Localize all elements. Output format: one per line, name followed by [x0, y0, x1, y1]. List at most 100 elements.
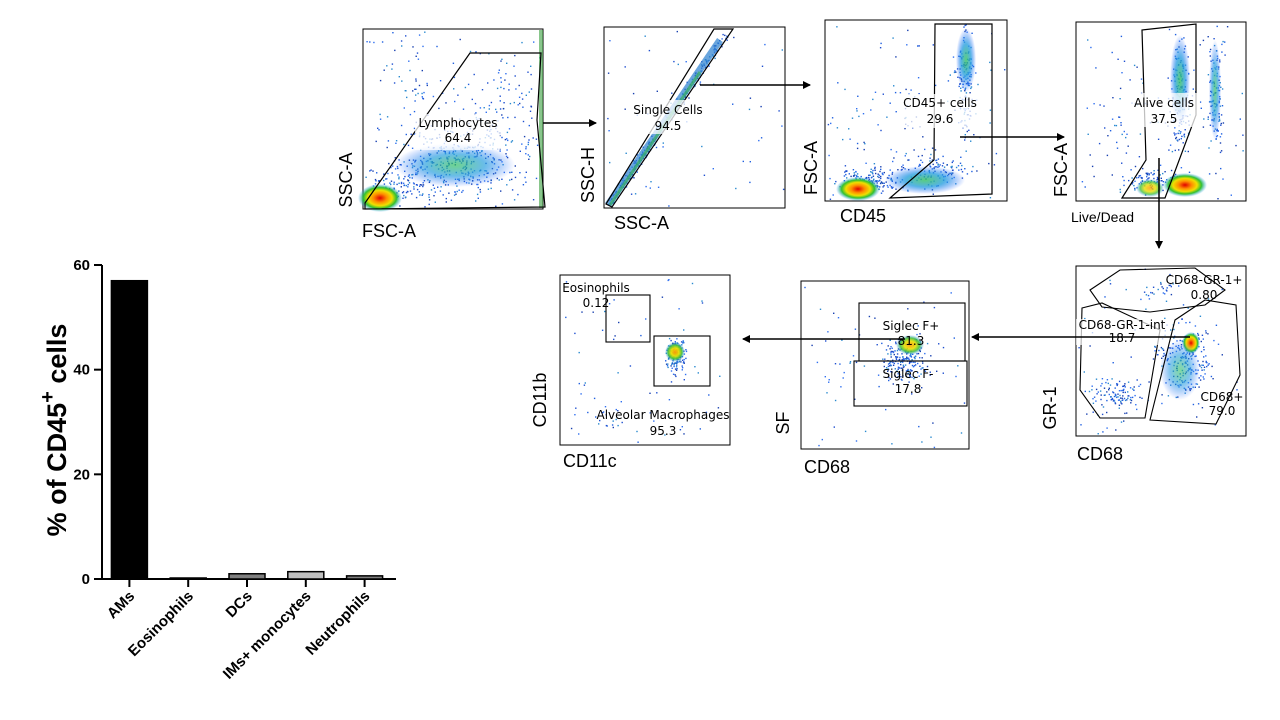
cd68-gr1-int-gate[interactable] [1079, 302, 1161, 419]
event-dot [514, 165, 516, 167]
event-dot [401, 192, 404, 194]
event-dot [673, 60, 675, 63]
event-dot [1134, 180, 1136, 182]
event-dot [1126, 399, 1128, 401]
event-dot [1164, 317, 1166, 320]
event-dot [889, 361, 891, 363]
lymphocytes-gate[interactable] [364, 52, 546, 210]
event-dot [917, 362, 919, 365]
event-dot [953, 71, 956, 74]
event-dot [581, 311, 583, 313]
event-dot [955, 71, 957, 73]
event-dot [604, 310, 606, 313]
event-dot [1208, 363, 1210, 365]
event-dot [1106, 427, 1108, 429]
siglec-f-neg-gate[interactable] [853, 360, 968, 407]
event-dot [688, 97, 690, 99]
event-dot [924, 370, 927, 372]
event-dot [1168, 284, 1170, 287]
event-dot [961, 164, 963, 167]
event-dot [1200, 107, 1202, 109]
event-dot [509, 179, 511, 181]
event-dot [618, 321, 620, 324]
cd68-pos-gate[interactable] [1149, 299, 1241, 425]
event-dot [406, 190, 409, 193]
event-dot [415, 196, 418, 199]
event-dot [393, 181, 395, 183]
event-dot [1097, 433, 1099, 435]
event-dot [578, 433, 580, 435]
event-dot [683, 379, 685, 381]
event-dot [381, 41, 384, 43]
event-dot [969, 92, 971, 94]
event-dot [1087, 39, 1089, 41]
event-dot [963, 402, 966, 404]
event-dot [411, 147, 414, 149]
cd68-gr1-pos-gate[interactable] [1089, 267, 1226, 313]
event-dot [872, 98, 874, 101]
event-dot [872, 175, 875, 177]
event-dot [678, 308, 680, 310]
event-dot [514, 54, 516, 57]
single-cells-gate[interactable] [605, 28, 735, 208]
event-dot [1184, 150, 1187, 152]
cd45-gate[interactable] [888, 23, 993, 199]
event-dot [1111, 174, 1113, 176]
event-dot [1138, 175, 1140, 177]
event-dot [1106, 411, 1108, 414]
event-dot [476, 193, 479, 196]
p2-ylabel: SSC-H [578, 147, 598, 203]
event-dot [900, 378, 903, 381]
eosinophils-gate[interactable] [605, 294, 651, 343]
alveolar-macrophages-gate[interactable] [653, 335, 711, 387]
event-dot [428, 196, 430, 198]
event-dot [916, 353, 918, 355]
event-dot [902, 361, 904, 363]
event-dot [1133, 184, 1135, 187]
event-dot [1213, 339, 1215, 342]
event-dot [1169, 144, 1172, 146]
event-dot [400, 181, 403, 184]
event-dot [902, 375, 904, 377]
event-dot [438, 107, 440, 110]
event-dot [394, 49, 396, 52]
event-dot [629, 365, 632, 367]
event-dot [1217, 343, 1220, 345]
event-dot [413, 183, 415, 185]
event-dot [699, 83, 701, 85]
event-dot [828, 154, 830, 157]
event-dot [1124, 399, 1127, 402]
event-dot [682, 342, 684, 344]
event-dot [1120, 389, 1122, 392]
event-dot [592, 311, 594, 313]
event-dot [883, 185, 885, 187]
event-dot [682, 362, 685, 364]
event-dot [467, 83, 470, 86]
event-dot [383, 69, 385, 71]
event-dot [668, 337, 671, 340]
event-dot [402, 197, 404, 199]
event-dot [906, 357, 908, 359]
event-dot [1199, 101, 1202, 103]
event-dot [409, 113, 412, 116]
event-dot [1221, 88, 1224, 90]
p5-gate1-label: CD68-GR-1+ [1166, 273, 1243, 287]
event-dot [1115, 394, 1117, 396]
event-dot [1123, 130, 1125, 133]
event-dot [1084, 317, 1086, 320]
event-dot [918, 45, 920, 47]
event-dot [1102, 406, 1105, 408]
event-dot [1170, 169, 1173, 172]
event-dot [464, 86, 467, 89]
event-dot [1202, 126, 1205, 128]
event-dot [1178, 322, 1180, 324]
event-dot [422, 98, 425, 100]
event-dot [932, 422, 934, 424]
event-dot [676, 361, 678, 364]
alive-cells-gate[interactable] [1120, 23, 1197, 199]
event-dot [525, 148, 527, 150]
event-dot [855, 174, 858, 177]
event-dot [1125, 288, 1127, 291]
y-axis-label-main: % of CD45 [42, 403, 72, 537]
